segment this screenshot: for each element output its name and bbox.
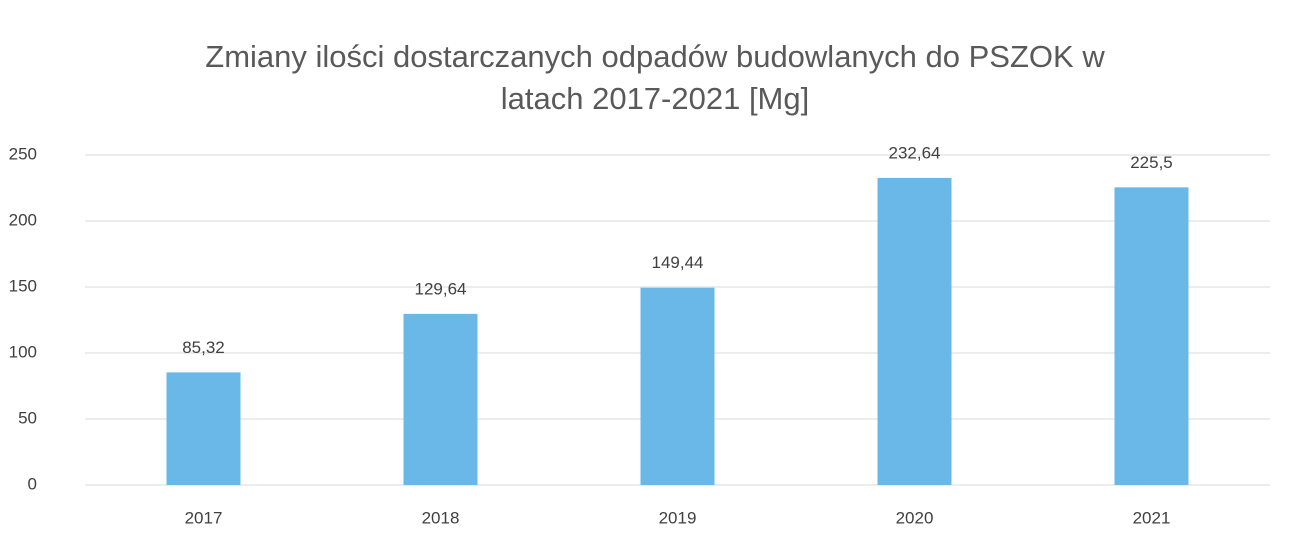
data-label: 85,32 — [182, 338, 225, 357]
bar — [1114, 187, 1189, 485]
x-tick-label: 2019 — [659, 508, 697, 527]
bar — [166, 372, 241, 485]
x-tick-label: 2018 — [422, 508, 460, 527]
x-tick-label: 2017 — [185, 508, 223, 527]
y-tick-label: 50 — [18, 408, 37, 427]
bar — [403, 313, 478, 485]
y-tick-label: 200 — [9, 210, 37, 229]
y-tick-label: 0 — [28, 474, 37, 493]
chart-title: Zmiany ilości dostarczanych odpadów budo… — [205, 39, 1105, 116]
data-label: 232,64 — [889, 143, 941, 162]
bar — [640, 287, 715, 485]
bar — [877, 177, 952, 485]
data-label: 149,44 — [652, 253, 704, 272]
data-label: 225,5 — [1130, 153, 1173, 172]
y-tick-label: 250 — [9, 144, 37, 163]
y-tick-label: 150 — [9, 276, 37, 295]
x-tick-label: 2021 — [1133, 508, 1171, 527]
x-tick-label: 2020 — [896, 508, 934, 527]
y-tick-label: 100 — [9, 342, 37, 361]
data-label: 129,64 — [415, 279, 467, 298]
